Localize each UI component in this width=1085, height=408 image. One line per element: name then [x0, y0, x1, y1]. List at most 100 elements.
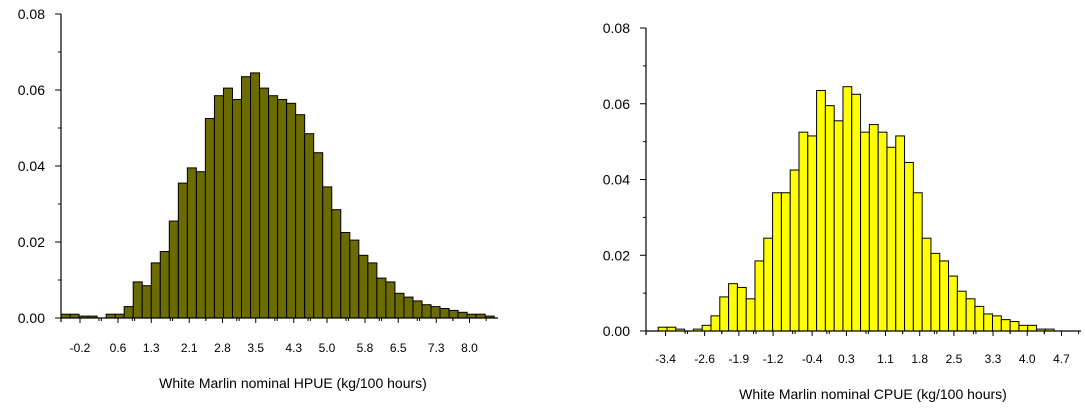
- x-tick-label: 4.0: [1019, 352, 1036, 366]
- histogram-bar: [331, 209, 342, 319]
- histogram-bar: [313, 152, 324, 319]
- x-tick-label: 4.3: [285, 341, 302, 355]
- histogram-bar: [457, 311, 468, 319]
- y-tick-label: 0.08: [18, 6, 45, 22]
- y-tick-label: 0.00: [18, 310, 45, 326]
- histogram-bar: [304, 133, 315, 319]
- histogram-bar: [798, 131, 809, 332]
- x-tick-label: 0.3: [838, 352, 855, 366]
- histogram-bar: [195, 171, 206, 319]
- histogram-bar: [222, 87, 233, 319]
- y-tick-label: 0.00: [603, 323, 630, 339]
- histogram-bar: [701, 324, 712, 332]
- x-tick-label: -0.4: [802, 352, 823, 366]
- histogram-bar: [376, 277, 387, 319]
- histogram-bar: [974, 305, 985, 332]
- histogram-bar: [168, 220, 179, 319]
- x-tick-label: 2.5: [946, 352, 963, 366]
- x-tick-label: 2.8: [214, 341, 231, 355]
- histogram-bar: [150, 262, 161, 319]
- histogram-bar: [295, 114, 306, 319]
- histogram-bar: [728, 283, 738, 332]
- histogram-bar: [868, 124, 879, 332]
- histogram-bar: [241, 76, 252, 319]
- histogram-bar: [816, 89, 826, 332]
- histogram-bar: [448, 309, 459, 319]
- x-tick-label: 3.5: [247, 341, 264, 355]
- histogram-bar: [904, 161, 914, 332]
- x-tick-label: 4.7: [1053, 352, 1070, 366]
- y-tick-label: 0.02: [18, 234, 45, 250]
- histogram-bar: [177, 182, 188, 319]
- histogram-bar: [439, 308, 450, 319]
- histogram-bar: [886, 146, 897, 332]
- histogram-bar: [772, 192, 782, 332]
- x-tick-label: 6.5: [390, 341, 407, 355]
- histogram-bar: [204, 118, 215, 319]
- histogram-bar: [719, 296, 730, 332]
- y-tick-label: 0.04: [18, 158, 45, 174]
- x-tick-label: 5.8: [357, 341, 374, 355]
- histogram-bar: [421, 304, 432, 319]
- x-tick-label: 8.0: [461, 341, 478, 355]
- histogram-bar: [710, 315, 721, 332]
- x-tick-label: 7.3: [428, 341, 445, 355]
- histogram-bar: [1000, 319, 1011, 332]
- y-tick-label: 0.06: [603, 96, 630, 112]
- hpue-x-ticks: -0.2 0.6 1.3 2.1 2.8 3.5 4.3 5.0 5.8 6.5 7.3 8.0: [70, 318, 487, 355]
- y-tick-label: 0.06: [18, 82, 45, 98]
- histogram-bar: [851, 93, 862, 332]
- cpue-axes: [645, 28, 1081, 335]
- histogram-bar: [403, 296, 414, 319]
- hpue-x-axis-label: White Marlin nominal HPUE (kg/100 hours): [159, 375, 427, 391]
- x-tick-label: 1.8: [911, 352, 928, 366]
- histogram-bar: [394, 292, 405, 319]
- histogram-bar: [983, 313, 994, 332]
- histogram-bar: [789, 169, 800, 332]
- histogram-bar: [948, 275, 958, 332]
- x-tick-label: -0.2: [70, 341, 91, 355]
- histogram-bar: [780, 192, 791, 332]
- x-tick-label: 2.1: [181, 341, 198, 355]
- histogram-bar: [930, 252, 941, 332]
- histogram-bar: [736, 286, 747, 332]
- y-tick-label: 0.04: [603, 172, 630, 188]
- histogram-bar: [259, 87, 270, 319]
- cpue-x-ticks: -3.4 -2.6 -1.9 -1.2 -0.4 0.3 1.1 1.8 2.5 3.3 4.0 4.…: [655, 331, 1080, 366]
- histogram-bar: [159, 251, 170, 319]
- histogram-bar: [754, 260, 765, 332]
- x-tick-label: 1.1: [877, 352, 894, 366]
- histogram-bar: [1027, 324, 1038, 332]
- histogram-bar: [1009, 321, 1020, 332]
- histogram-bar: [322, 186, 333, 319]
- histogram-bar: [956, 290, 967, 332]
- cpue-x-axis-label: White Marlin nominal CPUE (kg/100 hours): [739, 386, 1007, 402]
- histogram-bar: [965, 298, 976, 332]
- histogram-bar: [213, 95, 224, 319]
- histogram-bar: [939, 260, 950, 332]
- hpue-histogram: 0.00 0.02 0.04 0.06 0.08 -0.2 0.6 1.3 2.1 2.8 3.5…: [18, 6, 498, 391]
- histogram-bar: [912, 192, 923, 332]
- cpue-y-ticks: 0.00 0.02 0.04 0.06 0.08: [603, 20, 646, 339]
- histogram-bar: [286, 102, 297, 319]
- histogram-bar: [833, 120, 844, 332]
- histogram-bar: [763, 237, 774, 332]
- y-tick-label: 0.02: [603, 247, 630, 263]
- histogram-bar: [349, 239, 360, 319]
- x-tick-label: -1.9: [729, 352, 750, 366]
- histogram-bar: [860, 131, 870, 332]
- x-tick-label: 1.3: [143, 341, 160, 355]
- histogram-bar: [895, 135, 906, 332]
- histogram-bar: [992, 315, 1002, 332]
- histogram-bar: [358, 254, 369, 319]
- hpue-axes: [60, 14, 498, 322]
- cpue-histogram: 0.00 0.02 0.04 0.06 0.08 -3.4 -2.6 -1.9 -1.2 -0.…: [603, 20, 1081, 402]
- histogram-bar: [824, 105, 835, 332]
- histogram-bar: [807, 135, 818, 332]
- x-tick-label: -2.6: [694, 352, 715, 366]
- histogram-bar: [250, 72, 261, 319]
- x-tick-label: 0.6: [110, 341, 127, 355]
- histogram-bar: [367, 262, 378, 319]
- x-tick-label: -3.4: [655, 352, 676, 366]
- histogram-bar: [277, 99, 288, 319]
